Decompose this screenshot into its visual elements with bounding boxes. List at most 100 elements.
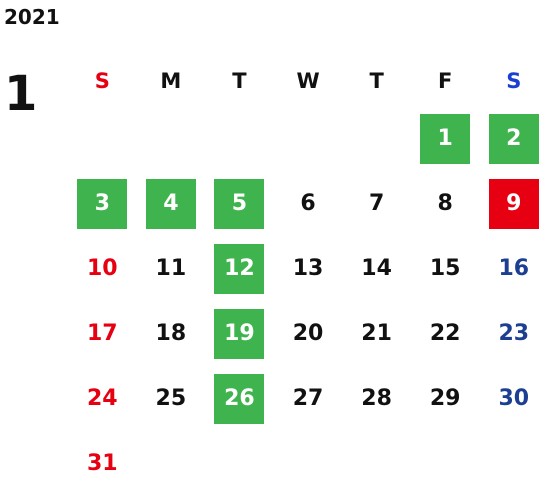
empty-cell [274, 431, 343, 496]
day-cell[interactable]: 11 [137, 236, 206, 301]
day-cell[interactable]: 28 [342, 366, 411, 431]
day-number: 31 [86, 451, 118, 476]
empty-cell [479, 431, 548, 496]
day-cell[interactable]: 1 [411, 106, 480, 171]
day-cell[interactable]: 9 [479, 171, 548, 236]
week-row: 17 18 19 20 21 22 23 [68, 301, 548, 366]
day-number: 19 [214, 308, 265, 359]
day-number: 2 [488, 113, 539, 164]
day-number [420, 439, 470, 489]
day-cell[interactable]: 10 [68, 236, 137, 301]
day-cell[interactable]: 14 [342, 236, 411, 301]
day-number: 3 [77, 178, 128, 229]
day-cell[interactable]: 17 [68, 301, 137, 366]
empty-cell [342, 106, 411, 171]
day-number: 15 [429, 256, 461, 281]
day-cell[interactable]: 26 [205, 366, 274, 431]
weekday-label: F [438, 69, 453, 93]
day-cell[interactable]: 18 [137, 301, 206, 366]
weekday-label: M [160, 69, 182, 93]
day-number: 20 [292, 321, 324, 346]
day-cell[interactable]: 12 [205, 236, 274, 301]
day-number: 29 [429, 386, 461, 411]
weekday-label: W [296, 69, 320, 93]
day-cell[interactable]: 15 [411, 236, 480, 301]
day-number [283, 114, 333, 164]
day-cell[interactable]: 7 [342, 171, 411, 236]
weekday-label: S [94, 69, 110, 93]
day-number: 12 [214, 243, 265, 294]
day-number: 21 [361, 321, 392, 346]
day-number [352, 439, 402, 489]
day-number: 30 [498, 386, 530, 411]
day-cell[interactable]: 8 [411, 171, 480, 236]
day-number: 22 [429, 321, 461, 346]
day-number: 17 [86, 321, 118, 346]
week-row: 10 11 12 13 14 15 16 [68, 236, 548, 301]
empty-cell [205, 431, 274, 496]
day-cell[interactable]: 3 [68, 171, 137, 236]
weekday-label: S [506, 69, 522, 93]
weekday-label: T [232, 69, 247, 93]
day-number: 28 [361, 386, 392, 411]
day-number: 7 [368, 191, 385, 216]
day-cell[interactable]: 5 [205, 171, 274, 236]
week-row: 31 [68, 431, 548, 496]
day-number: 23 [498, 321, 530, 346]
day-cell[interactable]: 27 [274, 366, 343, 431]
day-cell[interactable]: 23 [479, 301, 548, 366]
empty-cell [137, 106, 206, 171]
day-number: 27 [292, 386, 324, 411]
day-cell[interactable]: 22 [411, 301, 480, 366]
day-cell[interactable]: 25 [137, 366, 206, 431]
day-cell[interactable]: 4 [137, 171, 206, 236]
day-cell[interactable]: 6 [274, 171, 343, 236]
day-number: 26 [214, 373, 265, 424]
day-cell[interactable]: 16 [479, 236, 548, 301]
empty-cell [205, 106, 274, 171]
day-number: 13 [292, 256, 324, 281]
day-cell[interactable]: 30 [479, 366, 548, 431]
day-number: 10 [86, 256, 118, 281]
year-label: 2021 [4, 5, 60, 29]
empty-cell [68, 106, 137, 171]
day-number: 24 [86, 386, 118, 411]
day-number [146, 114, 196, 164]
day-cell[interactable]: 19 [205, 301, 274, 366]
weekday-label: T [369, 69, 384, 93]
day-number: 14 [361, 256, 392, 281]
empty-cell [342, 431, 411, 496]
day-number: 11 [155, 256, 187, 281]
day-cell[interactable]: 29 [411, 366, 480, 431]
day-number [489, 439, 539, 489]
day-number: 18 [155, 321, 187, 346]
day-number [283, 439, 333, 489]
day-cell[interactable]: 31 [68, 431, 137, 496]
empty-cell [274, 106, 343, 171]
day-cell[interactable]: 2 [479, 106, 548, 171]
day-number: 6 [300, 191, 316, 216]
month-number: 1 [4, 66, 38, 122]
empty-cell [137, 431, 206, 496]
empty-cell [411, 431, 480, 496]
day-number: 25 [155, 386, 187, 411]
day-cell[interactable]: 20 [274, 301, 343, 366]
day-number: 5 [214, 178, 265, 229]
day-number [214, 439, 264, 489]
day-number: 9 [488, 178, 539, 229]
day-number: 1 [420, 113, 471, 164]
day-cell[interactable]: 13 [274, 236, 343, 301]
day-cell[interactable]: 24 [68, 366, 137, 431]
day-number [352, 114, 402, 164]
day-cell[interactable]: 21 [342, 301, 411, 366]
day-number: 16 [498, 256, 530, 281]
week-row: 24 25 26 27 28 29 30 [68, 366, 548, 431]
day-number [214, 114, 264, 164]
day-number [146, 439, 196, 489]
day-number: 8 [437, 191, 453, 216]
day-number [77, 114, 127, 164]
